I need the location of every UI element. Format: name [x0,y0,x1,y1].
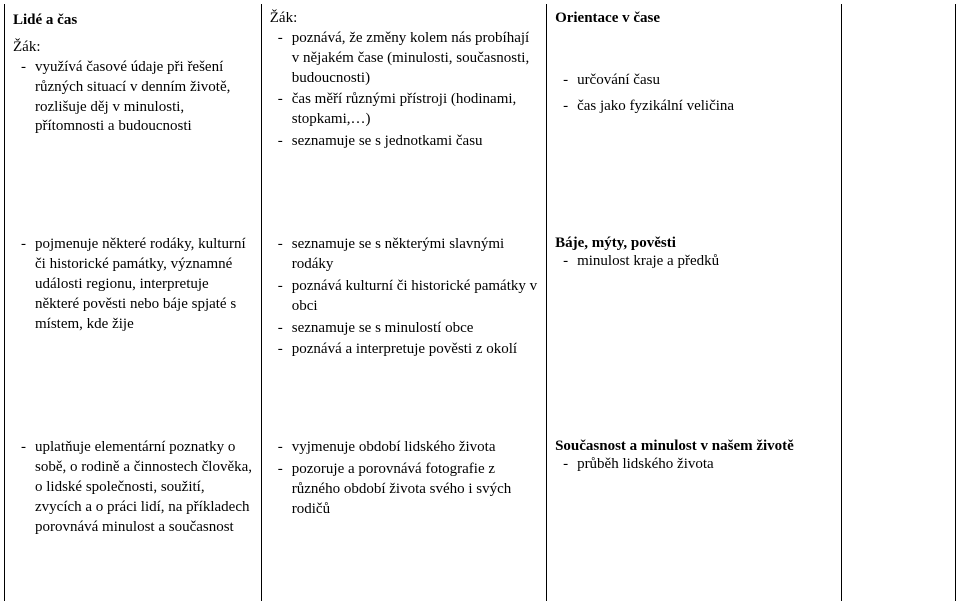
list-item: vyjmenuje období lidského života [292,438,538,458]
cell-r3-c2: vyjmenuje období lidského života pozoruj… [261,432,546,601]
list-item: poznává, že změny kolem nás probíhají v … [292,29,538,88]
table-row: pojmenuje některé rodáky, kulturní či hi… [5,229,956,432]
cell-r1-c4 [841,4,955,229]
topic-title: Orientace v čase [555,10,833,27]
cell-r3-c4 [841,432,955,601]
list-item: uplatňuje elementární poznatky o sobě, o… [35,438,253,537]
cell-r1-c3: Orientace v čase určování času čas jako … [547,4,842,229]
bullet-list: poznává, že změny kolem nás probíhají v … [270,29,538,152]
list-item: určování času [577,71,833,91]
bullet-list: pojmenuje některé rodáky, kulturní či hi… [13,235,253,334]
bullet-list: využívá časové údaje při řešení různých … [13,58,253,137]
table-row: Lidé a čas Žák: využívá časové údaje při… [5,4,956,229]
cell-r3-c1: uplatňuje elementární poznatky o sobě, o… [5,432,262,601]
section-heading: Lidé a čas [13,12,253,29]
bullet-list: uplatňuje elementární poznatky o sobě, o… [13,438,253,537]
list-item: průběh lidského života [577,455,833,475]
bullet-list: minulost kraje a předků [555,252,833,272]
content-table: Lidé a čas Žák: využívá časové údaje při… [4,4,956,601]
list-item: seznamuje se s jednotkami času [292,132,538,152]
list-item: seznamuje se s minulostí obce [292,319,538,339]
list-item: seznamuje se s některými slavnými rodáky [292,235,538,275]
cell-r1-c1: Lidé a čas Žák: využívá časové údaje při… [5,4,262,229]
list-item: čas jako fyzikální veličina [577,97,833,117]
bullet-list: průběh lidského života [555,455,833,475]
cell-r2-c3: Báje, mýty, pověsti minulost kraje a pře… [547,229,842,432]
bullet-list: seznamuje se s některými slavnými rodáky… [270,235,538,360]
list-item: poznává kulturní či historické památky v… [292,277,538,317]
table-row: uplatňuje elementární poznatky o sobě, o… [5,432,956,601]
cell-r3-c3: Současnost a minulost v našem životě prů… [547,432,842,601]
topic-title: Současnost a minulost v našem životě [555,438,794,454]
topic-title: Báje, mýty, pověsti [555,235,676,251]
list-item: pozoruje a porovnává fotografie z různéh… [292,460,538,519]
list-item: poznává a interpretuje pověsti z okolí [292,340,538,360]
bullet-list: vyjmenuje období lidského života pozoruj… [270,438,538,519]
cell-r1-c2: Žák: poznává, že změny kolem nás probíha… [261,4,546,229]
cell-r2-c2: seznamuje se s některými slavnými rodáky… [261,229,546,432]
list-item: využívá časové údaje při řešení různých … [35,58,253,137]
lead-label: Žák: [13,39,253,56]
bullet-list: čas jako fyzikální veličina [555,97,833,117]
cell-r2-c1: pojmenuje některé rodáky, kulturní či hi… [5,229,262,432]
list-item: čas měří různými přístroji (hodinami, st… [292,90,538,130]
list-item: pojmenuje některé rodáky, kulturní či hi… [35,235,253,334]
cell-r2-c4 [841,229,955,432]
bullet-list: určování času [555,71,833,91]
page: Lidé a čas Žák: využívá časové údaje při… [0,0,960,605]
lead-label: Žák: [270,10,538,27]
list-item: minulost kraje a předků [577,252,833,272]
